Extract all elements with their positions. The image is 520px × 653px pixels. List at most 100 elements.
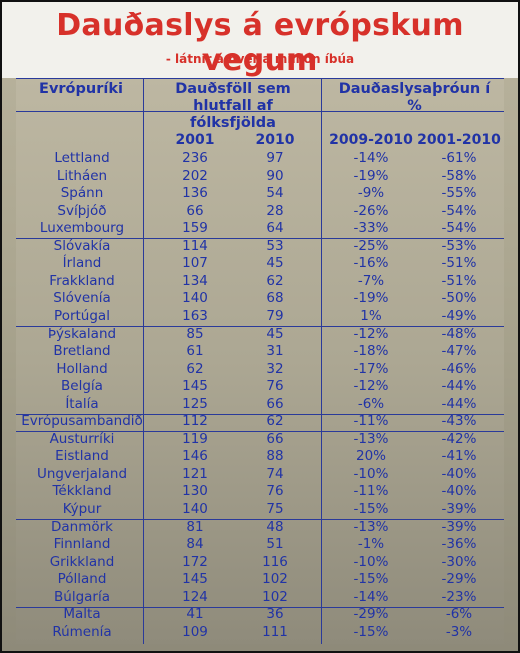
cell-country: Spánn bbox=[60, 185, 104, 202]
cell-country: Evrópusambandið bbox=[21, 413, 143, 430]
cell-2010: 64 bbox=[266, 220, 284, 237]
cell-2009-2010: -6% bbox=[357, 395, 385, 412]
group-separator bbox=[16, 519, 504, 521]
cell-2009-2010: -29% bbox=[353, 606, 389, 623]
cell-country: Austurríki bbox=[49, 430, 115, 447]
cell-country: Bretland bbox=[53, 343, 111, 360]
title-area: Dauðaslys á evrópskum vegum - látnir á h… bbox=[2, 2, 518, 78]
chart-title: Dauðaslys á evrópskum vegum bbox=[56, 8, 464, 78]
cell-2009-2010: -12% bbox=[353, 325, 389, 342]
cell-2009-2010: -10% bbox=[353, 553, 389, 570]
cell-2001: 85 bbox=[186, 325, 204, 342]
cell-2009-2010: -13% bbox=[353, 518, 389, 535]
cell-2001-2010: -51% bbox=[441, 255, 477, 272]
cell-2001: 236 bbox=[182, 150, 208, 166]
cell-country: Ítalía bbox=[65, 395, 99, 412]
cell-2001-2010: -61% bbox=[441, 150, 477, 166]
cell-country: Tékkland bbox=[52, 483, 112, 500]
cell-country: Búlgaría bbox=[54, 588, 110, 605]
cell-country: Ungverjaland bbox=[36, 465, 128, 482]
cell-2010: 45 bbox=[266, 255, 284, 272]
cell-2009-2010: -16% bbox=[353, 255, 389, 272]
cell-2009-2010: -1% bbox=[357, 536, 385, 553]
cell-country: Holland bbox=[56, 360, 108, 377]
cell-2010: 62 bbox=[266, 272, 284, 289]
header-bottom-rule bbox=[16, 111, 504, 112]
group-separator bbox=[16, 238, 504, 240]
cell-2001-2010: -47% bbox=[441, 343, 477, 360]
cell-2001-2010: -58% bbox=[441, 167, 477, 184]
cell-2001: 145 bbox=[182, 378, 208, 395]
cell-2001-2010: -39% bbox=[441, 501, 477, 517]
cell-2001: 112 bbox=[182, 413, 208, 430]
cell-country: Grikkland bbox=[49, 553, 115, 570]
cell-country: Kýpur bbox=[62, 501, 102, 517]
cell-2010: 102 bbox=[262, 588, 288, 605]
cell-2009-2010: -25% bbox=[353, 237, 389, 254]
cell-country: Slóvenía bbox=[53, 290, 111, 307]
group-separator bbox=[16, 431, 504, 433]
cell-2001-2010: -42% bbox=[441, 430, 477, 447]
cell-2001: 124 bbox=[182, 588, 208, 605]
cell-2001: 41 bbox=[186, 606, 204, 623]
column-header-2001: 2001 bbox=[175, 132, 215, 148]
cell-2009-2010: -7% bbox=[357, 272, 385, 289]
cell-2001-2010: -55% bbox=[441, 185, 477, 202]
cell-2001: 114 bbox=[182, 237, 208, 254]
cell-2009-2010: -33% bbox=[353, 220, 389, 237]
cell-2010: 36 bbox=[266, 606, 284, 623]
cell-2001: 81 bbox=[186, 518, 204, 535]
cell-2009-2010: 1% bbox=[360, 307, 382, 324]
cell-2010: 51 bbox=[266, 536, 284, 553]
cell-2001-2010: -44% bbox=[441, 378, 477, 395]
cell-2010: 66 bbox=[266, 395, 284, 412]
cell-2010: 116 bbox=[262, 553, 288, 570]
cell-2009-2010: -15% bbox=[353, 501, 389, 517]
cell-2010: 79 bbox=[266, 307, 284, 324]
header-deaths-group: Dauðsföll sem hlutfall af fólksfjölda bbox=[175, 81, 291, 131]
cell-2001-2010: -44% bbox=[441, 395, 477, 412]
cell-2010: 28 bbox=[266, 202, 284, 219]
cell-2001-2010: -49% bbox=[441, 307, 477, 324]
cell-2009-2010: -18% bbox=[353, 343, 389, 360]
cell-country: Luxembourg bbox=[39, 220, 125, 237]
cell-country: Finnland bbox=[53, 536, 111, 553]
data-table: Evrópuríki Dauðsföll sem hlutfall af fól… bbox=[16, 78, 504, 644]
cell-2001: 146 bbox=[182, 448, 208, 465]
header-top-rule bbox=[16, 78, 504, 79]
cell-2009-2010: -15% bbox=[353, 623, 389, 640]
cell-2001-2010: -30% bbox=[441, 553, 477, 570]
cell-2001-2010: -6% bbox=[445, 606, 473, 623]
cell-2009-2010: -19% bbox=[353, 290, 389, 307]
cell-2001: 62 bbox=[186, 360, 204, 377]
cell-2001-2010: -3% bbox=[445, 623, 473, 640]
cell-2001-2010: -36% bbox=[441, 536, 477, 553]
cell-2001-2010: -41% bbox=[441, 448, 477, 465]
group-separator bbox=[16, 606, 504, 608]
cell-2001: 134 bbox=[182, 272, 208, 289]
cell-country: Malta bbox=[63, 606, 101, 623]
cell-country: Frakkland bbox=[49, 272, 115, 289]
cell-2001-2010: -43% bbox=[441, 413, 477, 430]
cell-2010: 31 bbox=[266, 343, 284, 360]
cell-2001: 125 bbox=[182, 395, 208, 412]
cell-2009-2010: -17% bbox=[353, 360, 389, 377]
cell-2001: 119 bbox=[182, 430, 208, 447]
cell-2001-2010: -40% bbox=[441, 465, 477, 482]
cell-2001: 202 bbox=[182, 167, 208, 184]
cell-2010: 48 bbox=[266, 518, 284, 535]
cell-2001: 140 bbox=[182, 290, 208, 307]
cell-2010: 32 bbox=[266, 360, 284, 377]
cell-2010: 66 bbox=[266, 430, 284, 447]
header-country: Evrópuríki bbox=[39, 81, 123, 97]
cell-2010: 75 bbox=[266, 501, 284, 517]
cell-country: Belgía bbox=[61, 378, 103, 395]
cell-2009-2010: -15% bbox=[353, 571, 389, 588]
cell-2001-2010: -51% bbox=[441, 272, 477, 289]
cell-2009-2010: -13% bbox=[353, 430, 389, 447]
cell-2001: 109 bbox=[182, 623, 208, 640]
cell-2001: 140 bbox=[182, 501, 208, 517]
cell-2001-2010: -23% bbox=[441, 588, 477, 605]
cell-2010: 102 bbox=[262, 571, 288, 588]
